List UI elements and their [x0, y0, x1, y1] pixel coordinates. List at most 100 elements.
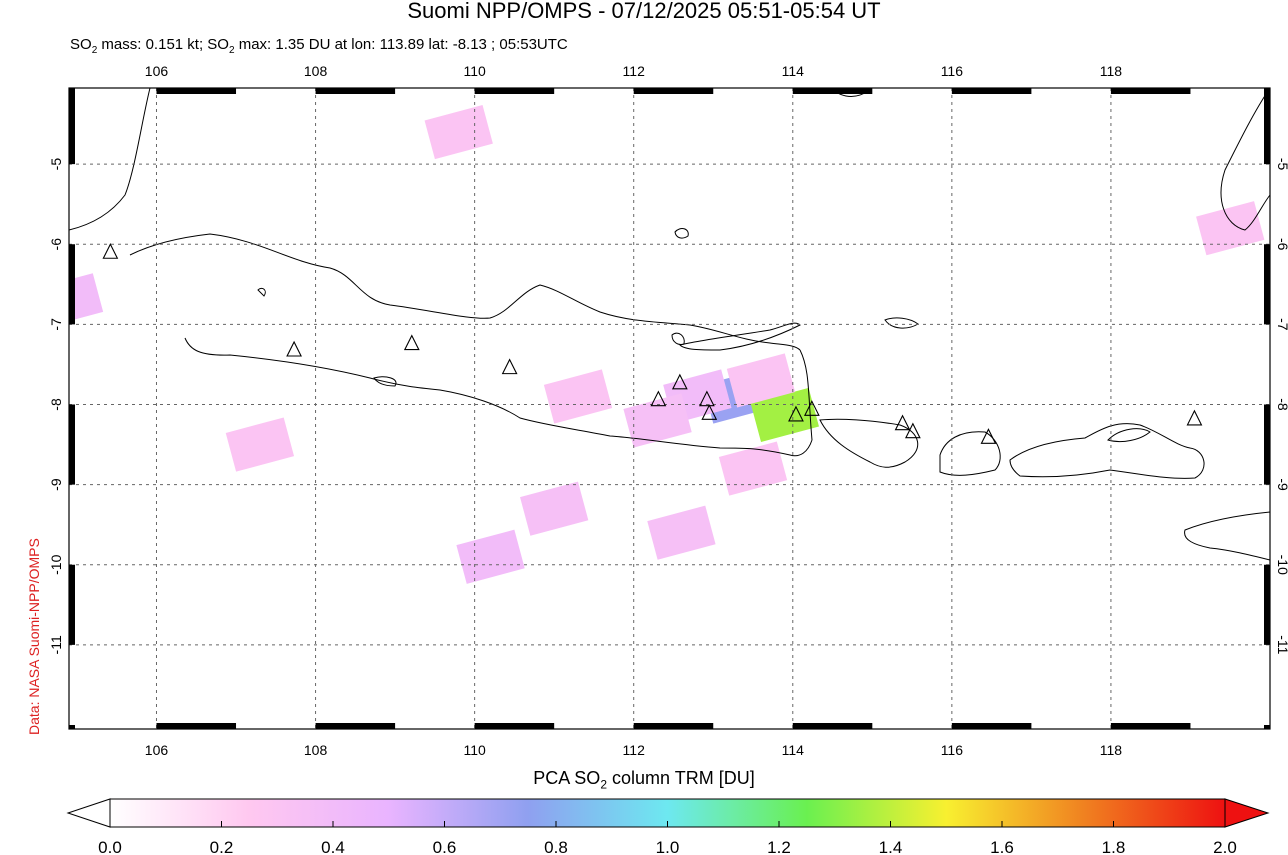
colorbar-tick-label: 0.0	[98, 838, 122, 855]
colorbar-tick-label: 1.4	[879, 838, 903, 855]
y-tick-label-right: -10	[1275, 555, 1288, 575]
frame-segment	[69, 564, 75, 645]
frame-segment	[1264, 724, 1270, 729]
colorbar-title-part: column TRM [DU]	[607, 768, 755, 788]
volcano-marker	[102, 243, 119, 259]
colorbar-tick-label: 2.0	[1213, 838, 1237, 855]
volcano-marker	[803, 400, 820, 416]
subtitle-subscript: 2	[228, 45, 235, 56]
frame-segment	[474, 88, 555, 94]
frame-segment	[474, 723, 555, 729]
volcano-marker	[894, 414, 911, 431]
volcano-marker	[698, 390, 715, 407]
frame-segment	[633, 88, 714, 94]
volcano-marker	[403, 334, 420, 351]
so2-cell	[69, 273, 104, 328]
colorbar-title-part: PCA SO	[533, 768, 601, 788]
coastline-island	[674, 228, 689, 239]
x-tick-label-bottom: 118	[1100, 742, 1123, 758]
y-tick-label-left: -8	[48, 398, 64, 411]
so2-cell	[726, 353, 796, 408]
frame-segment	[792, 723, 873, 729]
frame-segment	[1110, 723, 1191, 729]
so2-cell	[750, 387, 819, 442]
coastline-island	[373, 376, 397, 387]
y-tick-label-left: -7	[48, 318, 64, 331]
so2-cell	[520, 481, 589, 536]
so2-cell	[647, 505, 716, 560]
colorbar-tick-label: 0.8	[544, 838, 568, 855]
colorbar-under-arrow	[66, 798, 111, 828]
y-tick-label-right: -7	[1275, 318, 1288, 331]
so2-cell	[543, 369, 613, 424]
volcano-marker	[501, 358, 518, 375]
x-tick-label-bottom: 110	[463, 742, 486, 758]
x-tick-label-top: 110	[463, 63, 486, 79]
colorbar-title: PCA SO2 column TRM [DU]	[0, 768, 1288, 792]
so2-cell	[456, 529, 525, 584]
x-tick-label-bottom: 108	[304, 742, 328, 758]
frame-segment	[1264, 404, 1270, 485]
x-tick-label-bottom: 116	[941, 742, 964, 758]
colorbar-tick-label: 0.6	[433, 838, 457, 855]
colorbar-tick-label: 1.8	[1102, 838, 1126, 855]
so2-map: 106 106 108 108 110 110 112 112 114 114 116 116 118 1…	[48, 63, 1288, 758]
frame-segment	[792, 88, 873, 94]
x-tick-label-bottom: 106	[145, 742, 169, 758]
x-tick-label-top: 112	[623, 63, 646, 79]
y-tick-label-right: -9	[1275, 478, 1288, 491]
y-tick-label-left: -9	[48, 478, 64, 491]
coastline-island	[1107, 428, 1151, 443]
volcano-marker	[1186, 409, 1203, 426]
volcano-marker	[671, 373, 688, 390]
coastline-sumbawa	[1009, 423, 1205, 479]
volcano-marker	[980, 428, 997, 444]
y-tick-label-right: -5	[1275, 158, 1288, 171]
colorbar-title-subscript: 2	[600, 777, 607, 792]
coastline-lombok	[939, 431, 1001, 476]
volcano-marker	[701, 404, 718, 420]
subtitle-part: max: 1.35 DU at lon: 113.89 lat: -8.13 ;…	[234, 36, 568, 53]
x-tick-label-top: 114	[782, 63, 805, 79]
y-tick-label-left: -11	[48, 635, 64, 654]
y-tick-label-right: -11	[1275, 635, 1288, 654]
frame-segment	[951, 88, 1032, 94]
subtitle-part: mass: 0.151 kt; SO	[97, 36, 229, 53]
x-tick-label-bottom: 112	[623, 742, 646, 758]
so2-cell	[225, 417, 295, 472]
so2-cell	[1196, 201, 1265, 256]
frame-segment	[1264, 244, 1270, 325]
chart-subtitle: SO2 mass: 0.151 kt; SO2 max: 1.35 DU at …	[70, 36, 568, 56]
frame-segment	[633, 723, 714, 729]
frame-segment	[69, 724, 75, 729]
x-tick-label-top: 108	[304, 63, 328, 79]
x-tick-label-top: 116	[941, 63, 964, 79]
y-tick-label-right: -6	[1275, 238, 1288, 251]
frame-segment	[315, 723, 396, 729]
coastline-island	[671, 332, 685, 345]
volcano-marker	[788, 405, 804, 422]
so2-cell	[718, 441, 788, 496]
frame-segment	[951, 723, 1032, 729]
coastline-bali	[819, 418, 918, 468]
frame-segment	[69, 404, 75, 485]
volcano-marker	[650, 390, 667, 407]
coastline-island	[257, 287, 266, 297]
subtitle-part: SO	[70, 36, 92, 53]
frame-segment	[69, 88, 75, 165]
coastline-madura	[679, 322, 801, 351]
frame-segment	[1264, 564, 1270, 645]
coastline-island	[884, 317, 919, 329]
subtitle-subscript: 2	[91, 45, 98, 56]
so2-cell	[424, 104, 493, 160]
x-tick-label-top: 106	[145, 63, 169, 79]
colorbar-tick-label: 0.2	[210, 838, 234, 855]
x-tick-label-top: 118	[1100, 63, 1123, 79]
frame-segment	[315, 88, 396, 94]
coastline-sumba	[1184, 511, 1270, 561]
y-tick-label-left: -5	[48, 158, 64, 171]
coastline-sulawesi	[1220, 88, 1270, 231]
frame-segment	[156, 88, 237, 94]
y-tick-label-left: -6	[48, 238, 64, 251]
coastline-sumatra	[69, 88, 151, 231]
